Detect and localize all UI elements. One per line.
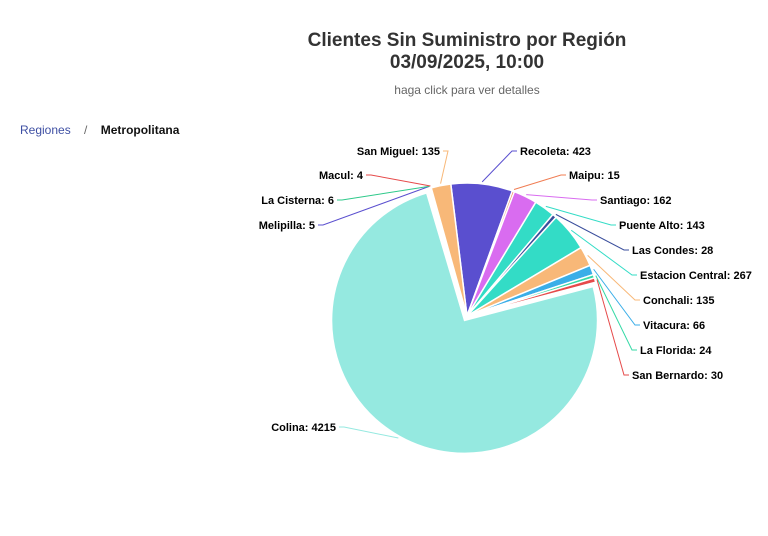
connector-puente-alto <box>545 205 616 226</box>
connector-maipu <box>513 174 566 190</box>
connector-colina <box>339 426 399 439</box>
connector-macul <box>366 174 431 187</box>
data-label-san-miguel: San Miguel: 135 <box>357 146 440 158</box>
connector-la-cisterna <box>337 185 430 201</box>
data-label-vitacura: Vitacura: 66 <box>643 320 705 332</box>
breadcrumb-current: Metropolitana <box>100 123 180 137</box>
data-label-santiago: Santiago: 162 <box>600 195 672 207</box>
chart-subtitle: haga click para ver detalles <box>394 83 540 97</box>
connector-conchali <box>587 255 640 301</box>
chart-title-line-2: 03/09/2025, 10:00 <box>389 52 545 73</box>
data-label-estacion-central: Estacion Central: 267 <box>640 270 752 282</box>
data-label-las-condes: Las Condes: 28 <box>632 245 713 257</box>
breadcrumb-separator: / <box>84 123 88 137</box>
data-label-la-cisterna: La Cisterna: 6 <box>261 195 334 207</box>
connector-recoleta <box>481 150 517 183</box>
connector-san-bernardo <box>596 279 629 376</box>
pie-slice-san-miguel[interactable] <box>430 183 468 317</box>
breadcrumb: Regiones / Metropolitana <box>20 123 179 137</box>
data-label-san-bernardo: San Bernardo: 30 <box>632 370 723 382</box>
data-label-puente-alto: Puente Alto: 143 <box>619 220 705 232</box>
data-label-la-florida: La Florida: 24 <box>640 345 712 357</box>
connector-melipilla <box>318 186 430 226</box>
data-label-maipu: Maipu: 15 <box>569 170 620 182</box>
connector-santiago <box>526 194 597 201</box>
pie-slice-san-bernardo[interactable] <box>466 276 597 317</box>
data-label-melipilla: Melipilla: 5 <box>259 220 315 232</box>
connector-san-miguel <box>440 150 449 184</box>
data-label-conchali: Conchali: 135 <box>643 295 715 307</box>
data-label-colina: Colina: 4215 <box>271 422 336 434</box>
connector-las-condes <box>555 213 629 251</box>
breadcrumb-regiones-link[interactable]: Regiones <box>20 123 71 137</box>
pie-slice-colina[interactable] <box>330 191 599 455</box>
data-label-macul: Macul: 4 <box>319 170 364 182</box>
connector-estacion-central <box>570 229 637 276</box>
connector-la-florida <box>595 275 637 351</box>
connector-vitacura <box>593 268 640 326</box>
data-label-recoleta: Recoleta: 423 <box>520 146 591 158</box>
pie-slices <box>330 182 599 455</box>
chart-title-line-1: Clientes Sin Suministro por Región <box>307 30 627 51</box>
chart-title: Clientes Sin Suministro por Región 03/09… <box>0 30 768 74</box>
pie-data-labels: Recoleta: 423 Maipu: 15 Santiago: 162 Puent… <box>259 146 752 439</box>
